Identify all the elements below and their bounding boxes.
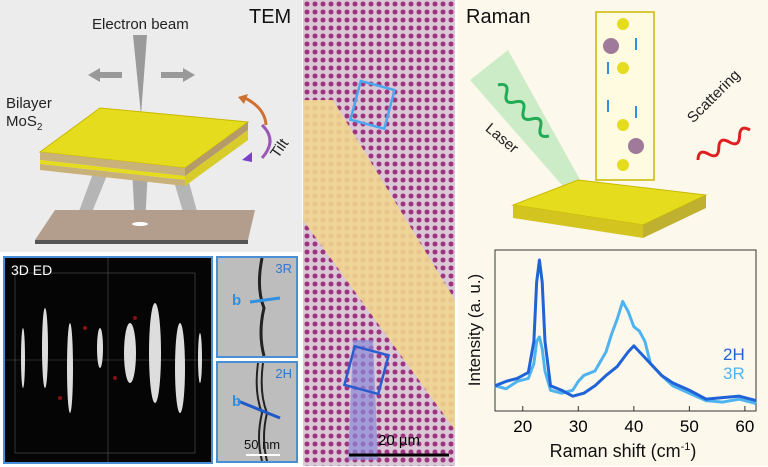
- x-axis-label: Raman shift (cm-1): [550, 441, 697, 461]
- region-2h-box: [342, 344, 391, 396]
- b-vector-label: b: [232, 393, 242, 410]
- mos2-text: MoS: [6, 113, 37, 130]
- y-axis-label: Intensity (a. u.): [465, 274, 484, 386]
- series-line-2h: [494, 258, 757, 403]
- mos2-bilayer: [38, 107, 250, 186]
- b-vector-label: b: [232, 292, 242, 309]
- tem-schematic-drawing: [35, 35, 272, 244]
- tilt-arrow-icon: [260, 123, 272, 159]
- mos2-subscript: 2: [36, 122, 43, 133]
- phase-label-2h: 2H: [275, 366, 292, 381]
- tem-title: TEM: [249, 6, 292, 28]
- 3d-ed-reconstruction: [5, 258, 211, 462]
- legend-3r: 3R: [723, 364, 745, 383]
- plot-frame: [494, 249, 757, 412]
- x-tick-label: 40: [624, 417, 643, 436]
- scattering-wave-icon: [696, 126, 751, 161]
- b-vector-arrow-icon: [249, 296, 281, 304]
- legend-2h: 2H: [723, 345, 745, 364]
- scan-arrows-icon: [88, 68, 195, 82]
- bilayer-label: Bilayer: [6, 95, 52, 112]
- electron-beam-label: Electron beam: [92, 16, 189, 33]
- hrtem-2h-panel: 2H b 50 nm: [216, 361, 298, 463]
- 3d-ed-label: 3D ED: [11, 262, 53, 278]
- optical-micrograph: 20 µm: [303, 0, 455, 466]
- hrtem-3r-panel: 3R b: [216, 256, 298, 358]
- scale-bar-label: 50 nm: [244, 437, 281, 452]
- x-tick-label: 20: [513, 417, 532, 436]
- phase-label-3r: 3R: [275, 261, 292, 276]
- laser-wave-icon: [497, 82, 550, 138]
- x-label-sup: -1: [681, 441, 691, 453]
- electron-beam-cone: [133, 35, 147, 115]
- flake-region: [303, 100, 455, 430]
- series-line-3r: [494, 299, 757, 406]
- raman-title: Raman: [466, 6, 531, 28]
- 3d-ed-panel: 3D ED: [3, 256, 213, 464]
- region-3r-box: [348, 79, 397, 131]
- x-tick-label: 50: [680, 417, 699, 436]
- b-vector-arrow-icon: [237, 399, 281, 420]
- scale-bar-label: 20 µm: [378, 432, 420, 449]
- tem-schematic-panel: TEM Electron beam Bilayer MoS2 Tilt: [0, 0, 302, 252]
- raman-schematic: [470, 11, 751, 238]
- crystal-structure-box: [595, 11, 655, 181]
- laser-beam: [470, 50, 583, 192]
- x-tick-label: 60: [735, 417, 754, 436]
- raman-spectrum-chart: 20 30 40 50 60 2H 3R Intensity (a. u.) Raman…: [465, 249, 757, 461]
- mos2-flake: [511, 179, 708, 238]
- x-label-end: ): [690, 441, 696, 461]
- x-label-text: Raman shift (cm: [550, 441, 681, 461]
- x-tick-label: 30: [569, 417, 588, 436]
- raman-panel: Raman Laser Scattering: [458, 0, 768, 466]
- mos2-label: MoS2: [6, 113, 42, 133]
